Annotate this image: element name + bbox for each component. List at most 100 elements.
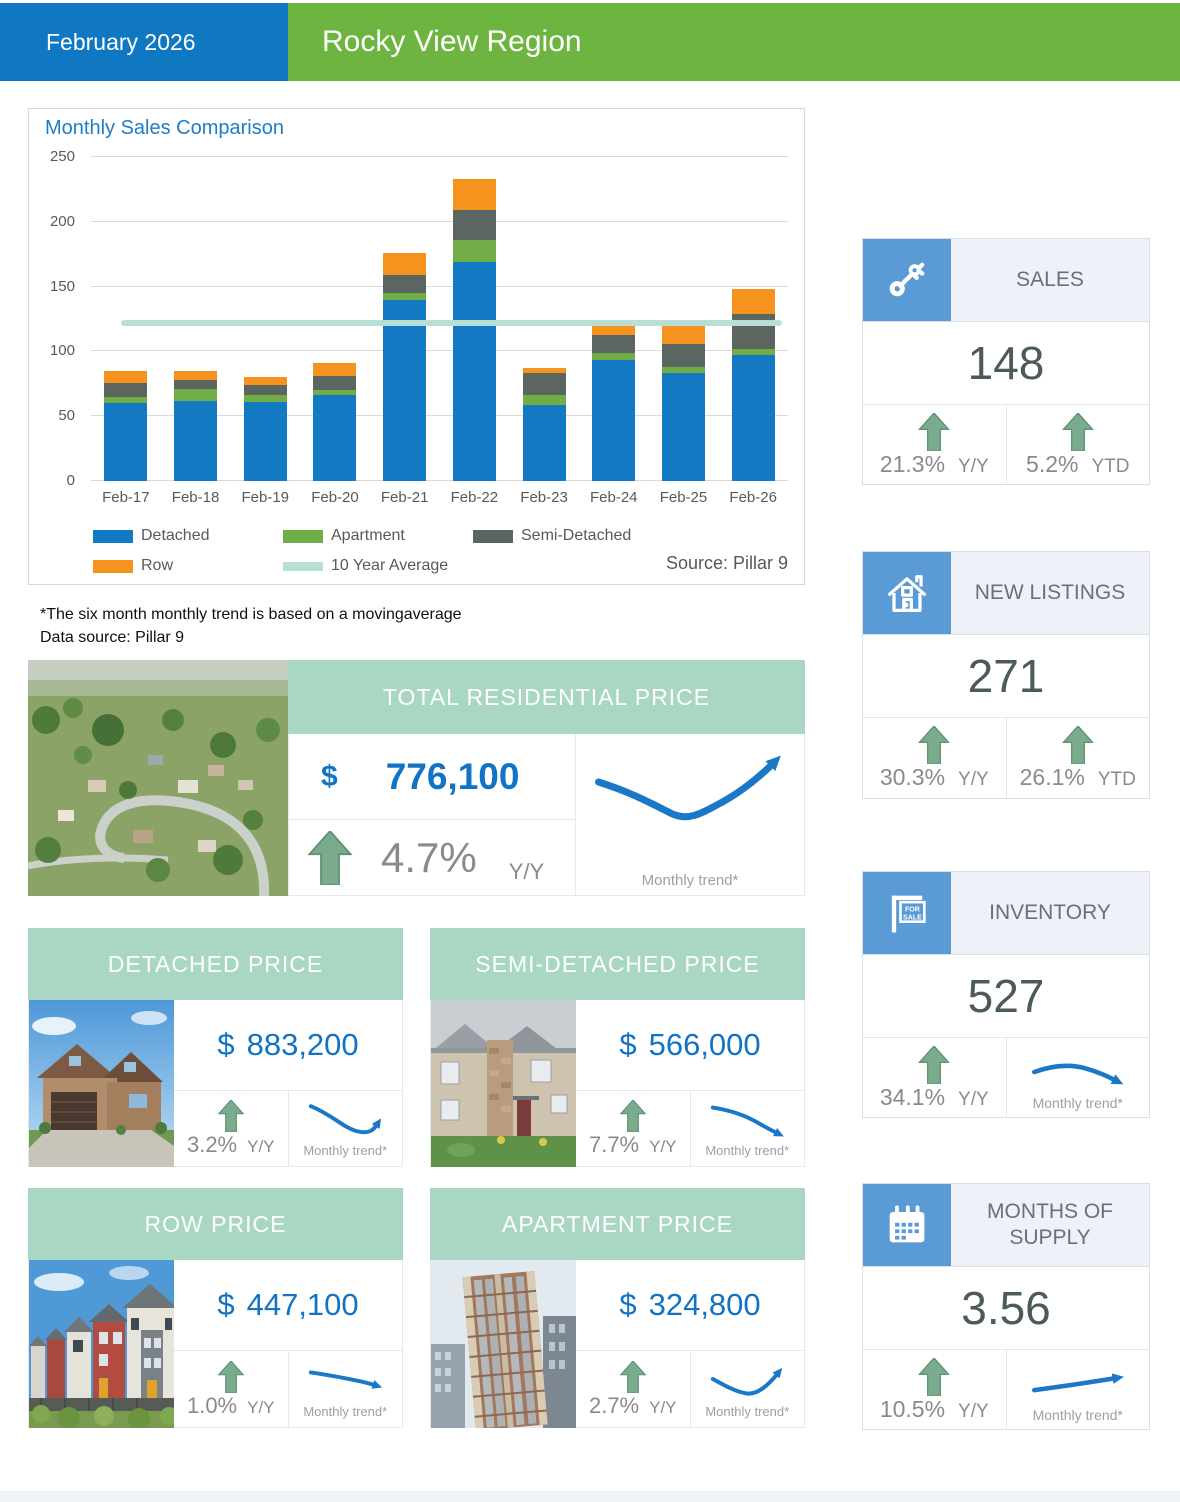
pct-label: Y/Y [247, 1398, 275, 1417]
legend-swatch [283, 561, 323, 571]
bar-segment-detached [313, 395, 357, 481]
new-listings-yy-cell: 30.3% Y/Y [863, 718, 1006, 798]
price-value-row: $ 566,000 [576, 1000, 804, 1091]
gridline [91, 480, 788, 481]
price-trend-cell: Monthly trend* [287, 1091, 403, 1166]
legend-label: Apartment [331, 527, 405, 544]
price-amount: 447,100 [246, 1287, 359, 1322]
bar-segment-apartment [174, 389, 218, 401]
pct-label: YTD [1097, 769, 1136, 790]
total-price-banner: TOTAL RESIDENTIAL PRICE [288, 660, 805, 734]
up-arrow-icon [918, 1046, 951, 1084]
chart-source: Source: Pillar 9 [665, 553, 788, 573]
bar-series [91, 157, 788, 481]
bar-segment-row [731, 289, 775, 314]
trend-line-icon [1031, 1063, 1124, 1085]
bar-segment-semi-detached [174, 379, 218, 389]
total-price-value-row: $ 776,100 [289, 734, 575, 820]
price-amount: 566,000 [648, 1027, 761, 1062]
price-card-title: DETACHED PRICE [107, 950, 324, 977]
trend-label: Monthly trend* [1032, 1095, 1123, 1111]
legend-swatch [473, 529, 513, 543]
bar-segment-detached [104, 403, 148, 481]
sales-ytd-cell: 5.2% YTD [1005, 405, 1150, 485]
bar-segment-detached [243, 401, 287, 481]
up-arrow-icon [1061, 413, 1094, 451]
price-value-row: $ 883,200 [174, 1000, 402, 1091]
bar-segment-apartment [452, 239, 496, 262]
price-amount: 883,200 [246, 1027, 359, 1062]
total-price-pct: 4.7% [381, 833, 477, 881]
total-price-body: $ 776,100 4.7% Y/Y Monthly trend* [288, 734, 805, 896]
keys-icon [863, 239, 951, 321]
x-tick-label: Feb-22 [450, 489, 499, 506]
row-townhouses-photo [29, 1260, 174, 1428]
x-tick-label: Feb-19 [241, 489, 290, 506]
new-listings-value: 271 [863, 635, 1149, 718]
new-listings-ytd-cell: 26.1% YTD [1005, 718, 1150, 798]
pct-value: 21.3% [879, 451, 946, 477]
x-tick-label: Feb-25 [659, 489, 708, 506]
x-tick-label: Feb-17 [102, 489, 150, 506]
up-arrow-icon [619, 1100, 647, 1132]
total-residential-price-card: TOTAL RESIDENTIAL PRICE $ 776,100 4.7% Y… [27, 660, 805, 897]
calendar-icon [863, 1184, 951, 1266]
y-tick-label: 50 [58, 407, 75, 425]
bar-segment-row [592, 322, 636, 335]
inventory-trend-cell: Monthly trend* [1005, 1038, 1150, 1118]
pct-label: Y/Y [649, 1398, 677, 1417]
trend-line-icon [711, 1105, 785, 1137]
region-title: Rocky View Region [288, 3, 1180, 81]
currency-symbol: $ [321, 759, 338, 793]
pct-value: 2.7% [588, 1393, 640, 1418]
stat-title: MONTHS OF SUPPLY [987, 1199, 1113, 1249]
pct-value: 34.1% [879, 1084, 946, 1110]
header: February 2026 Rocky View Region [0, 3, 1180, 81]
monthly-sales-chart: Monthly Sales Comparison 0 50 100 150 200 250… [28, 108, 805, 585]
bar-Feb-21 [383, 252, 427, 481]
trend-line-icon [594, 755, 781, 821]
bar-segment-detached [592, 360, 636, 481]
price-amount: 324,800 [648, 1287, 761, 1322]
x-tick-label: Feb-18 [171, 489, 220, 506]
bar-segment-semi-detached [313, 376, 357, 391]
currency-symbol: $ [217, 1287, 235, 1322]
trend-label: Monthly trend* [705, 1404, 790, 1419]
pct-label: Y/Y [958, 456, 989, 477]
price-trend-cell: Monthly trend* [689, 1351, 805, 1427]
svg-text:SALE: SALE [903, 915, 922, 922]
chart-plot [91, 156, 788, 481]
trend-label: Monthly trend* [303, 1143, 388, 1158]
chart-title: Monthly Sales Comparison [45, 117, 284, 139]
total-price-trend-cell: Monthly trend* [575, 734, 804, 895]
trend-line-icon [309, 1370, 383, 1389]
bar-segment-detached [661, 373, 705, 481]
bar-segment-semi-detached [452, 210, 496, 240]
bar-segment-semi-detached [731, 313, 775, 349]
price-yy-cell: 3.2% Y/Y [174, 1091, 288, 1166]
bar-segment-semi-detached [661, 343, 705, 367]
currency-symbol: $ [619, 1027, 637, 1062]
house-icon [863, 552, 951, 634]
months-of-supply-value: 3.56 [863, 1267, 1149, 1350]
bar-segment-row [243, 377, 287, 386]
bar-segment-detached [383, 299, 427, 481]
legend-item-apartment: Apartment [283, 527, 473, 545]
up-arrow-icon [217, 1361, 245, 1393]
y-axis: 0 50 100 150 200 250 [29, 148, 85, 489]
sales-card: SALES 148 21.3% Y/Y 5.2% YTD [862, 238, 1150, 485]
total-price-pct-label: Y/Y [508, 859, 545, 884]
footer-strip [0, 1491, 1180, 1502]
bar-Feb-18 [174, 370, 218, 481]
bar-segment-apartment [731, 348, 775, 356]
inventory-value: 527 [863, 955, 1149, 1038]
y-tick-label: 150 [49, 277, 75, 295]
new-listings-card: NEW LISTINGS 271 30.3% Y/Y 26.1% YTD [862, 551, 1150, 799]
bar-Feb-22 [452, 179, 496, 481]
gridline [91, 220, 788, 222]
pct-value: 10.5% [879, 1396, 946, 1422]
gridline [91, 415, 788, 417]
x-axis: Feb-17 Feb-18 Feb-19 Feb-20 Feb-21 Feb-22 Feb-… [91, 489, 788, 506]
price-yy-cell: 1.0% Y/Y [174, 1351, 288, 1427]
